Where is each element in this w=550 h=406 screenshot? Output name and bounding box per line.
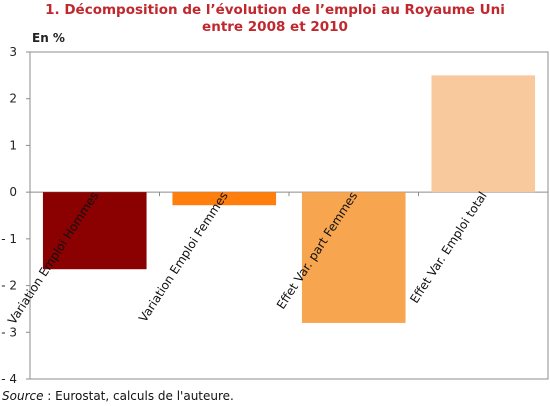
- y-tick-label: 1: [9, 138, 17, 152]
- y-tick-label: 0: [9, 185, 17, 199]
- chart-title: 1. Décomposition de l’évolution de l’emp…: [0, 2, 550, 36]
- bar: [172, 192, 277, 206]
- y-tick-label: 3: [9, 45, 17, 59]
- y-tick-label: - 2: [1, 279, 17, 293]
- chart-bars: [42, 75, 536, 323]
- source-text: : Eurostat, calculs de l'auteure.: [43, 389, 234, 403]
- category-label: Effet Var. Emploi total: [407, 189, 490, 306]
- y-tick-label: - 1: [1, 232, 17, 246]
- chart-title-line1: 1. Décomposition de l’évolution de l’emp…: [45, 2, 505, 18]
- chart-subtitle: entre 2008 et 2010: [202, 19, 348, 35]
- y-tick-label: 2: [9, 92, 17, 106]
- plot-area-frame: [29, 51, 549, 380]
- y-tick-labels: 3 2 1 0 - 1 - 2 - 3 - 4: [1, 45, 17, 386]
- category-label: Variation Emploi Femmes: [136, 189, 231, 324]
- bar: [431, 75, 536, 193]
- bar: [301, 192, 406, 323]
- source-note: Source : Eurostat, calculs de l'auteure.: [2, 389, 234, 403]
- unit-label: En %: [32, 31, 65, 45]
- y-tick-label: - 4: [1, 372, 17, 386]
- bar: [42, 192, 147, 270]
- y-tick-label: - 3: [1, 325, 17, 339]
- source-label: Source: [2, 389, 44, 403]
